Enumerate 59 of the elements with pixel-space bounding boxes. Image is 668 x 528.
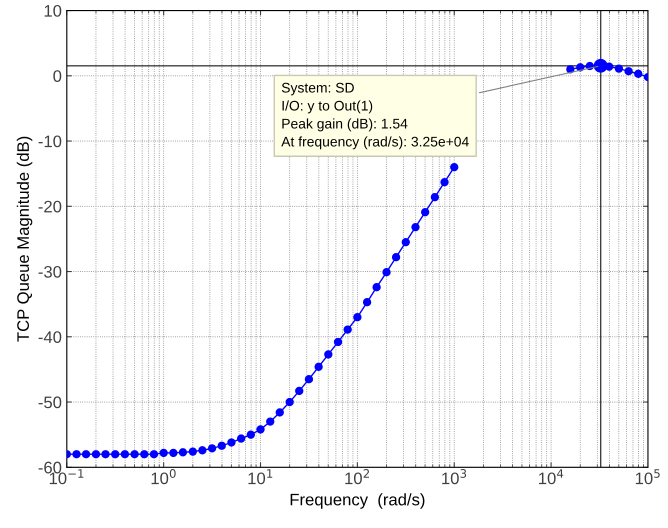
point [372, 283, 381, 292]
point [286, 398, 294, 406]
y-tick-label: -40 [38, 331, 62, 343]
point [208, 444, 216, 453]
x-tick-label: 10$^{0}$ [152, 469, 176, 484]
point [150, 450, 158, 458]
point [440, 178, 449, 186]
point [421, 208, 430, 216]
y-tick-label: 10 [44, 4, 62, 17]
point [72, 450, 81, 458]
point [362, 298, 372, 306]
annotation: System: SD I/O: y to Out(1) Peak gain (dB): 1.54 At frequency (rad/s): 3.25e+04 [281, 82, 469, 150]
point [169, 448, 178, 458]
x-tick-label: 10$^{5}$ [636, 469, 660, 484]
point [450, 162, 458, 172]
x-axis-title: Frequency (rad/s) [290, 493, 424, 509]
point [634, 70, 642, 78]
point [101, 450, 110, 458]
point [82, 450, 90, 458]
point [218, 442, 226, 450]
point [353, 313, 362, 322]
point [188, 447, 197, 456]
y-tick-label: 0 [53, 70, 62, 82]
point [266, 417, 274, 426]
y-axis-title: TCP Queue Magnitude (dB) [16, 136, 32, 342]
point [392, 253, 400, 262]
point [624, 67, 633, 76]
point [314, 362, 323, 371]
point [227, 438, 236, 447]
y-tick-label: -30 [38, 266, 62, 278]
point [295, 386, 304, 396]
point [614, 64, 624, 73]
point [382, 268, 391, 276]
point [256, 425, 265, 434]
y-tick-label: -50 [38, 396, 62, 408]
x-tick-label: 10$^{4}$ [539, 469, 564, 484]
y-tick-label: -10 [38, 135, 62, 148]
x-tick-label: 10$^{2}$ [345, 469, 369, 484]
point [159, 448, 168, 458]
point [276, 408, 284, 417]
point [344, 325, 352, 334]
point [178, 448, 188, 456]
point [246, 430, 255, 439]
point [111, 450, 120, 458]
point [324, 350, 332, 359]
point [334, 338, 342, 346]
y-tick-label: -20 [38, 200, 62, 212]
point [120, 450, 130, 458]
x-tick-label: 10$^{3}$ [442, 469, 466, 484]
point [198, 446, 207, 454]
point [130, 450, 139, 458]
x-tick-label: 10$^{1}$ [248, 469, 272, 484]
point [402, 238, 410, 246]
point [236, 434, 246, 443]
point [430, 192, 440, 202]
point [411, 223, 420, 232]
point [304, 375, 314, 384]
point [92, 450, 100, 458]
point [140, 450, 148, 458]
